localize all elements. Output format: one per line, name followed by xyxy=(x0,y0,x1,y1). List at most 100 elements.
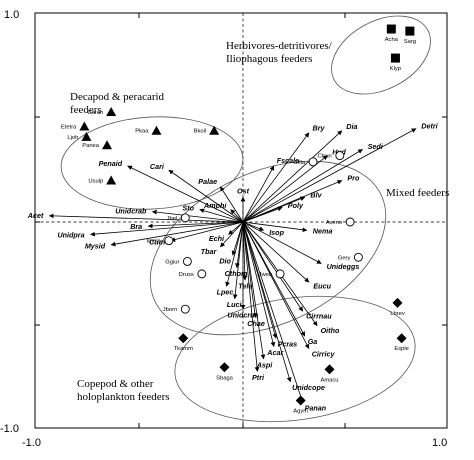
vector-arrow-amphi xyxy=(230,209,244,223)
vector-label-blv: Blv xyxy=(310,190,322,199)
species-label-agym: Agym xyxy=(293,408,308,414)
group-ellipse-mixed xyxy=(149,160,387,336)
vector-label-unidcrus: Unidcrus xyxy=(227,311,258,320)
species-label-aveno: Aveno xyxy=(326,220,342,226)
x-tick-label-left: -1.0 xyxy=(22,437,41,449)
group-label-mixed: Mixed feeders xyxy=(386,187,449,199)
vector-label-fscale: Fscale xyxy=(277,156,299,165)
vector-arrow-bra xyxy=(147,221,244,229)
vector-label-lpec: Lpec xyxy=(217,288,234,297)
species-label-lbrev: Lbrev xyxy=(390,311,405,317)
group-ellipse-copepod xyxy=(174,295,416,423)
group-ellipse-herbivores xyxy=(331,15,431,95)
vector-label-cari: Cari xyxy=(150,162,165,171)
species-label-usulp: Usulp xyxy=(88,179,103,185)
group-label-decapod-line-1: Decapod & peracarid xyxy=(70,91,165,103)
vector-label-bra: Bra xyxy=(130,222,142,231)
vector-arrow-acar xyxy=(242,221,276,347)
species-label-sbaga: Sbaga xyxy=(216,375,234,381)
vector-label-chae: Chae xyxy=(247,319,265,328)
species-marker-jborn xyxy=(180,304,190,314)
species-label-esple: Esple xyxy=(394,346,409,352)
vector-label-ga: Ga xyxy=(308,337,318,346)
vector-label-dia: Dia xyxy=(346,122,357,131)
vector-label-mysid: Mysid xyxy=(85,241,106,250)
species-label-acha: Acha xyxy=(385,37,399,43)
vector-arrow-ptri xyxy=(242,221,260,372)
species-label-tkamm: Tkamm xyxy=(174,346,193,352)
vector-arrow-lpec xyxy=(225,221,244,287)
plot-frame xyxy=(34,12,448,429)
axis-ticks xyxy=(34,12,448,429)
environment-vectors: DetriDiaBrySediHydFscaleProBlvPolyNemaIs… xyxy=(27,121,439,412)
vector-label-pro: Pro xyxy=(347,174,360,183)
vector-label-palae: Palae xyxy=(198,177,217,186)
vector-label-ptri: Ptri xyxy=(252,373,265,382)
species-marker-panea xyxy=(102,140,113,150)
species-marker-aveno xyxy=(345,217,355,227)
vector-arrow-mysid xyxy=(110,221,244,247)
vector-label-acar: Acar xyxy=(266,348,284,357)
species-label-ctrun: Ctrun xyxy=(318,154,332,160)
vector-arrow-eucu xyxy=(242,221,310,283)
species-marker-sarg xyxy=(405,26,415,36)
vector-arrow-fscale xyxy=(242,165,275,223)
group-ellipse-decapod xyxy=(60,116,244,210)
vector-label-poly: Poly xyxy=(288,201,304,210)
species-label-druss: Druss xyxy=(179,272,194,278)
vector-label-cthom: Cthom xyxy=(225,269,248,278)
vector-label-unidpra: Unidpra xyxy=(57,230,84,239)
vector-arrow-cirricy xyxy=(242,221,310,350)
group-label-copepod-line-2: holoplankton feeders xyxy=(77,391,170,403)
y-tick-label-bottom: -1.0 xyxy=(0,423,19,435)
species-marker-imela xyxy=(164,236,174,246)
species-marker-ggiur xyxy=(182,256,192,266)
vector-label-cum: Cum xyxy=(149,238,166,247)
vector-arrow-palae xyxy=(220,186,244,223)
species-label-sarg: Sarg xyxy=(404,39,416,45)
vector-label-cirrnau: Cirrnau xyxy=(306,312,332,321)
vector-arrow-unidpra xyxy=(90,221,244,237)
group-label-mixed-line-1: Mixed feeders xyxy=(386,187,449,199)
vector-label-amphi: Amphi xyxy=(203,201,227,210)
species-label-ggiur: Ggiur xyxy=(165,259,179,265)
vector-label-panan: Panan xyxy=(305,404,327,413)
species-marker-sbaga xyxy=(219,362,230,373)
x-tick-label-right: 1.0 xyxy=(432,437,447,449)
species-label-caran: Caran xyxy=(87,110,103,116)
species-marker-jweb xyxy=(275,269,285,279)
group-label-decapod-line-2: feeders xyxy=(70,104,102,116)
species-label-jbel: Jbel xyxy=(167,216,178,222)
vector-arrow-bry xyxy=(242,132,310,223)
species-marker-usulp xyxy=(106,175,117,185)
species-marker-lbrev xyxy=(392,297,403,308)
vector-arrow-penaid xyxy=(127,165,244,223)
species-marker-tkamm xyxy=(178,333,189,344)
vector-arrow-nema xyxy=(242,221,308,233)
species-label-gery: Gery xyxy=(338,255,351,261)
species-points: Acha Sarg Klyp Caran Pkaa Bkoil Etetra Ljoh Pane… xyxy=(61,24,416,414)
species-marker-agym xyxy=(295,395,306,406)
species-marker-gery xyxy=(353,252,363,262)
vector-label-cirricy: Cirricy xyxy=(312,349,336,358)
vector-label-acet: Acet xyxy=(27,211,44,220)
vector-label-bry: Bry xyxy=(313,123,326,132)
species-marker-caran xyxy=(106,107,117,117)
vector-arrow-unideggs xyxy=(242,221,322,264)
species-label-gfila: Gfila xyxy=(293,160,306,166)
vector-label-ost: Ost xyxy=(237,187,250,196)
species-label-jweb: Jweb xyxy=(259,272,273,278)
vector-label-aspi: Aspi xyxy=(256,360,274,369)
group-label-herbivores-line-2: Iliophagous feeders xyxy=(226,53,312,65)
species-label-klyp: Klyp xyxy=(390,66,401,72)
species-label-imela: Imela xyxy=(147,239,162,245)
group-label-copepod: Copepod & other holoplankton feeders xyxy=(77,378,170,403)
species-marker-bkoil xyxy=(209,125,220,135)
vector-arrow-dia xyxy=(242,130,343,223)
species-marker-ctrun xyxy=(335,151,345,161)
vector-label-luci: Luci xyxy=(227,300,243,309)
species-marker-etetra xyxy=(79,121,90,131)
group-label-herbivores-line-1: Herbivores-detritivores/ xyxy=(226,40,333,52)
species-label-jborn: Jborn xyxy=(163,307,178,313)
